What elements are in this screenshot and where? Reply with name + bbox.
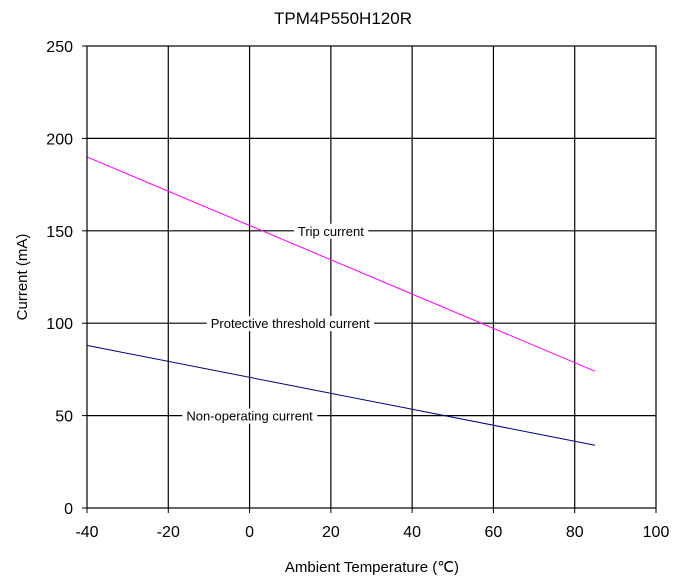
annotation-2: Protective threshold current xyxy=(206,316,375,332)
annotation-label: Protective threshold current xyxy=(211,316,370,331)
y-tick-label: 100 xyxy=(46,316,73,333)
x-tick-label: -20 xyxy=(157,524,180,541)
plot-frame xyxy=(86,45,657,509)
annotation-label: Non-operating current xyxy=(186,409,313,424)
y-tick-label: 200 xyxy=(46,131,73,148)
series-line-1 xyxy=(86,156,596,372)
annotations: Trip current Protective threshold current… xyxy=(182,223,375,424)
y-tick-label: 50 xyxy=(55,409,73,426)
x-tick-label: 0 xyxy=(245,524,254,541)
annotation-3: Non-operating current xyxy=(182,408,318,424)
x-tick-label: -40 xyxy=(75,524,98,541)
y-axis-title: Current (mA) xyxy=(14,234,31,321)
annotation-bg xyxy=(293,223,369,239)
annotation-bg xyxy=(206,316,375,332)
tick-labels: -40 -20 0 20 40 60 80 100 0 50 100 150 200 250 xyxy=(46,39,669,541)
annotation-label: Trip current xyxy=(298,224,364,239)
y-tick-label: 250 xyxy=(46,39,73,56)
y-tick-label: 0 xyxy=(64,501,73,518)
series-layer xyxy=(86,156,596,446)
x-axis-title: Ambient Temperature (℃) xyxy=(285,559,459,576)
grid xyxy=(87,46,656,508)
chart-title: TPM4P550H120R xyxy=(274,9,412,28)
y-tick-label: 150 xyxy=(46,224,73,241)
annotation-bg xyxy=(182,408,318,424)
x-tick-label: 100 xyxy=(643,524,670,541)
x-tick-label: 60 xyxy=(485,524,503,541)
x-tick-label: 40 xyxy=(403,524,421,541)
annotation-1: Trip current xyxy=(293,223,369,239)
x-tick-label: 80 xyxy=(566,524,584,541)
x-tick-label: 20 xyxy=(322,524,340,541)
series-line-2 xyxy=(86,344,596,446)
